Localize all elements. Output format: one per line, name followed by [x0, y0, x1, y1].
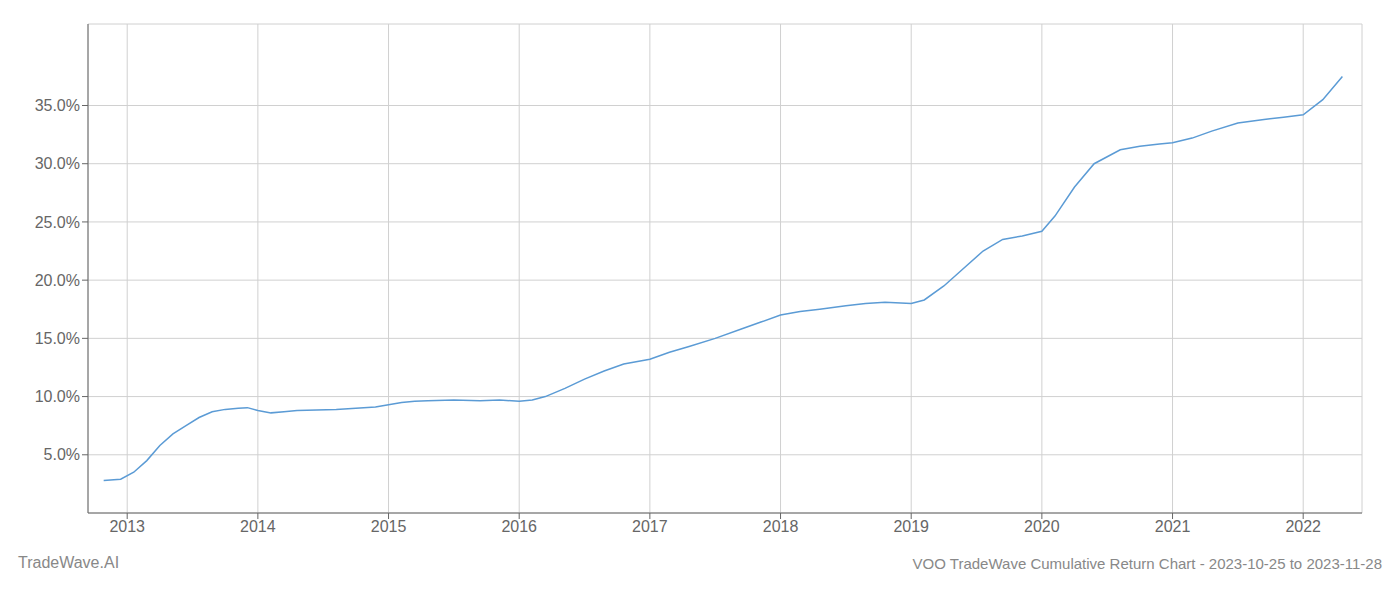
svg-text:30.0%: 30.0% — [35, 155, 80, 172]
html-text:TradeWave.AI: TradeWave.AI — [18, 554, 120, 571]
svg-text:25.0%: 25.0% — [35, 214, 80, 231]
svg-text:35.0%: 35.0% — [35, 97, 80, 114]
svg-text:15.0%: 15.0% — [35, 330, 80, 347]
svg-text:2019: 2019 — [893, 518, 929, 535]
svg-text:2021: 2021 — [1155, 518, 1191, 535]
svg-text:2014: 2014 — [240, 518, 276, 535]
svg-text:2018: 2018 — [763, 518, 799, 535]
svg-text:5.0%: 5.0% — [44, 446, 80, 463]
svg-text:2022: 2022 — [1285, 518, 1321, 535]
svg-text:2015: 2015 — [371, 518, 407, 535]
svg-text:2020: 2020 — [1024, 518, 1060, 535]
svg-text:20.0%: 20.0% — [35, 272, 80, 289]
svg-text:10.0%: 10.0% — [35, 388, 80, 405]
html-text:VOO TradeWave Cumulative Retur: VOO TradeWave Cumulative Return Chart - … — [912, 555, 1382, 572]
svg-text:2013: 2013 — [109, 518, 145, 535]
svg-text:2016: 2016 — [501, 518, 537, 535]
svg-text:2017: 2017 — [632, 518, 668, 535]
